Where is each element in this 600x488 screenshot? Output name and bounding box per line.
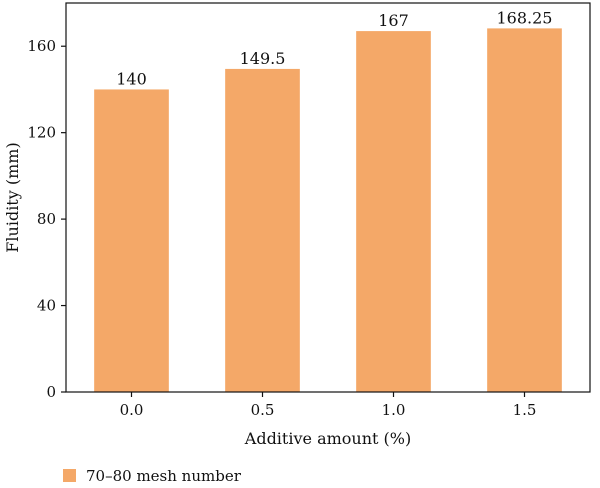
y-tick-label-0: 0 <box>46 383 56 401</box>
y-tick-label-80: 80 <box>37 210 56 228</box>
x-tick-label-1.5: 1.5 <box>513 401 537 419</box>
x-tick-label-0.0: 0.0 <box>120 401 144 419</box>
x-axis-title: Additive amount (%) <box>244 429 411 448</box>
x-tick-label-1.0: 1.0 <box>382 401 406 419</box>
x-tick-label-0.5: 0.5 <box>251 401 275 419</box>
y-tick-label-120: 120 <box>27 124 56 142</box>
legend: 70–80 mesh number <box>63 467 242 485</box>
bar-1.5 <box>487 28 562 392</box>
y-tick-label-160: 160 <box>27 37 56 55</box>
y-tick-label-40: 40 <box>37 297 56 315</box>
data-label-1.5: 168.25 <box>497 8 553 27</box>
legend-label: 70–80 mesh number <box>86 467 242 484</box>
legend-swatch <box>63 469 76 482</box>
x-axis-ticks: 0.0 0.5 1.0 1.5 <box>120 392 537 419</box>
bar-0.0 <box>94 89 169 392</box>
plot-frame <box>65 2 591 393</box>
data-labels-group: 140 149.5 167 168.25 <box>116 8 552 88</box>
bar-1.0 <box>356 31 431 392</box>
data-label-0.0: 140 <box>116 69 147 88</box>
data-label-0.5: 149.5 <box>240 49 286 68</box>
data-label-1.0: 167 <box>378 11 409 30</box>
bars-group <box>94 28 562 393</box>
bar-0.5 <box>225 68 300 393</box>
y-axis-ticks: 0 40 80 120 160 <box>27 37 66 401</box>
y-axis-title: Fluidity (mm) <box>3 142 22 252</box>
